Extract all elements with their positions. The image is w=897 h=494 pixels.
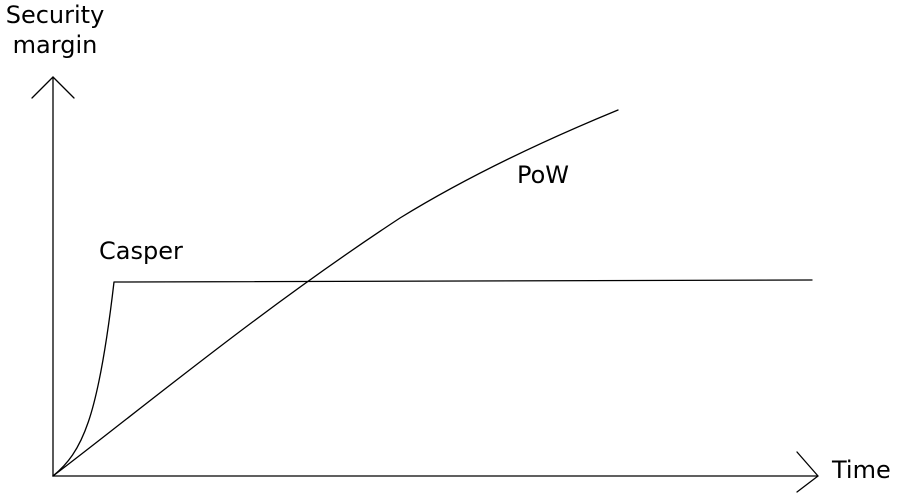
y-axis-label: Security margin bbox=[0, 0, 110, 60]
y-axis-label-line2: margin bbox=[12, 31, 98, 59]
y-axis-label-line1: Security bbox=[5, 1, 105, 29]
pow-curve-label: PoW bbox=[517, 161, 570, 189]
casper-curve-label: Casper bbox=[99, 237, 183, 265]
x-axis-arrowhead bbox=[796, 451, 819, 493]
pow-curve bbox=[52, 109, 619, 477]
casper-curve bbox=[52, 279, 813, 477]
y-axis-arrowhead bbox=[31, 76, 75, 99]
x-axis-label: Time bbox=[832, 456, 891, 484]
